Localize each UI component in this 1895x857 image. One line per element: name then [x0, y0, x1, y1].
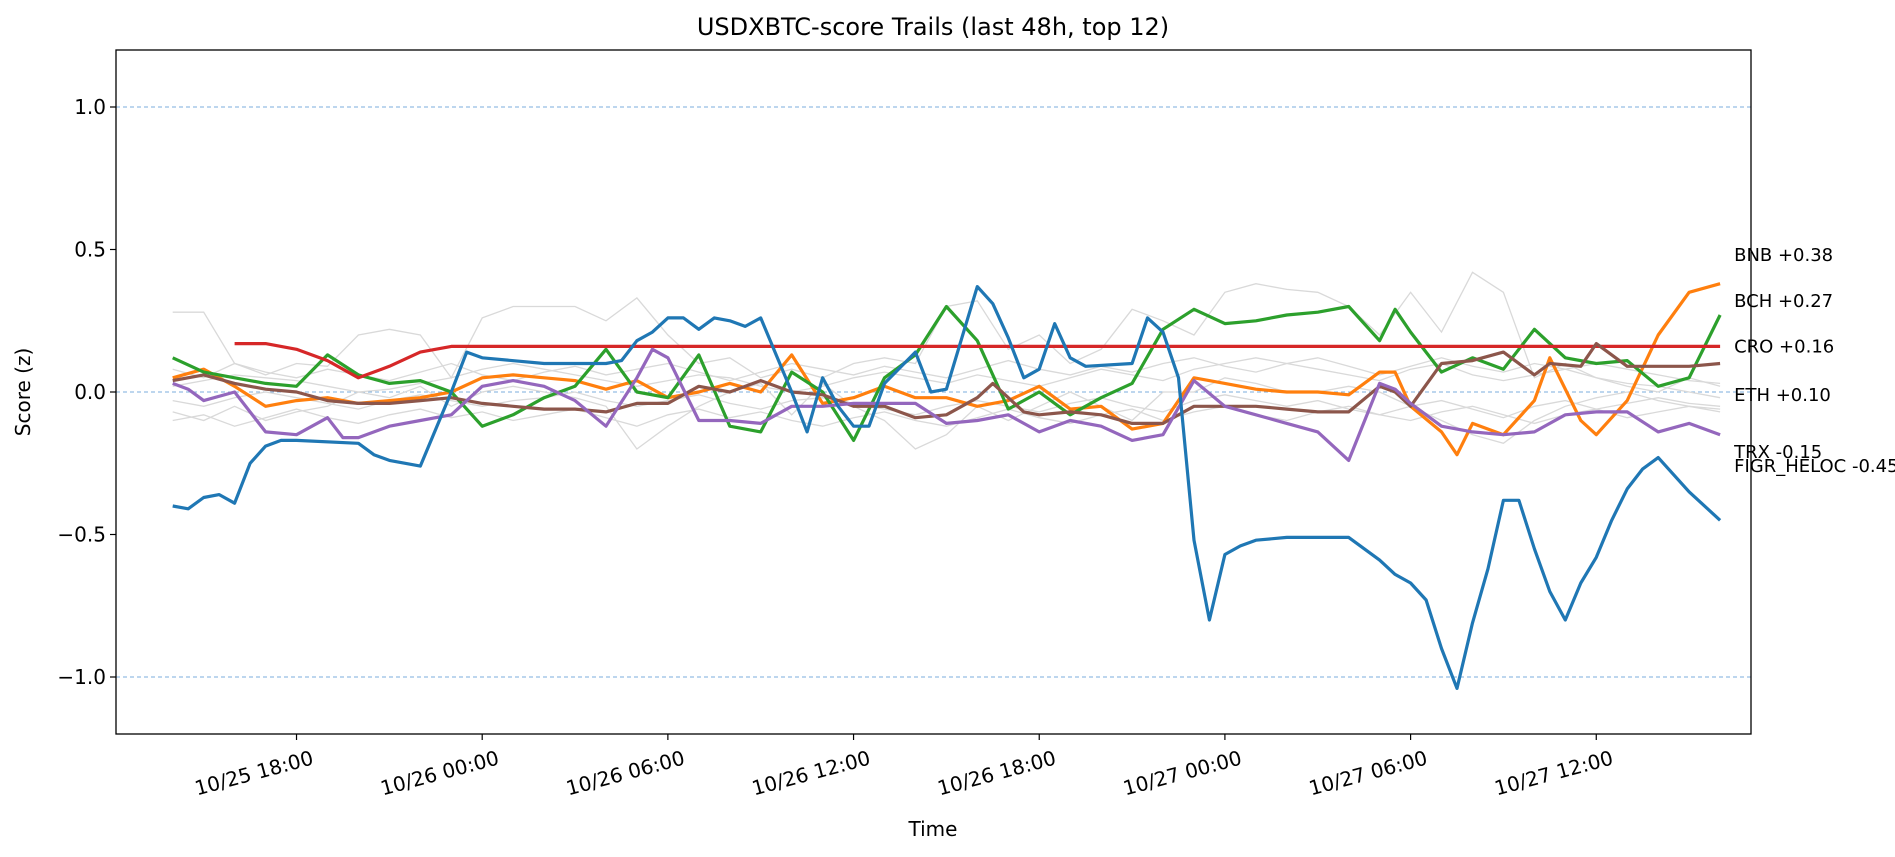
y-axis: −1.0 −0.5 0.0 0.5 1.0 — [57, 95, 116, 689]
y-tick-label: −0.5 — [57, 523, 106, 547]
series-end-label-cro: CRO +0.16 — [1734, 336, 1834, 357]
series-line-bch — [172, 304, 1722, 442]
x-axis-title: Time — [908, 817, 958, 841]
background-series-line — [172, 357, 1721, 399]
series-end-label-bch: BCH +0.27 — [1734, 291, 1833, 312]
series-end-label-figr-heloc: FIGR_HELOC -0.45 — [1734, 456, 1895, 477]
series-line-bnb — [172, 282, 1721, 457]
series-end-label-trx: TRX -0.15 — [1733, 442, 1822, 463]
series-line-cro — [234, 342, 1721, 380]
y-tick-label: 0.0 — [74, 380, 106, 404]
series-end-label-eth: ETH +0.10 — [1734, 385, 1831, 406]
series-line-figr-heloc — [172, 285, 1722, 690]
series-line-eth — [172, 342, 1721, 425]
series-lines — [172, 282, 1722, 690]
y-tick-label: 0.5 — [74, 238, 106, 262]
background-series-line — [172, 405, 1721, 427]
chart-title: USDXBTC-score Trails (last 48h, top 12) — [697, 13, 1169, 41]
series-end-labels: BNB +0.38 BCH +0.27 CRO +0.16 ETH +0.10 TRX … — [1733, 245, 1895, 477]
y-tick-label: −1.0 — [57, 665, 106, 689]
series-line-trx — [172, 347, 1721, 462]
y-tick-label: 1.0 — [74, 95, 106, 119]
y-axis-title: Score (z) — [11, 348, 35, 436]
series-end-label-bnb: BNB +0.38 — [1734, 245, 1833, 266]
